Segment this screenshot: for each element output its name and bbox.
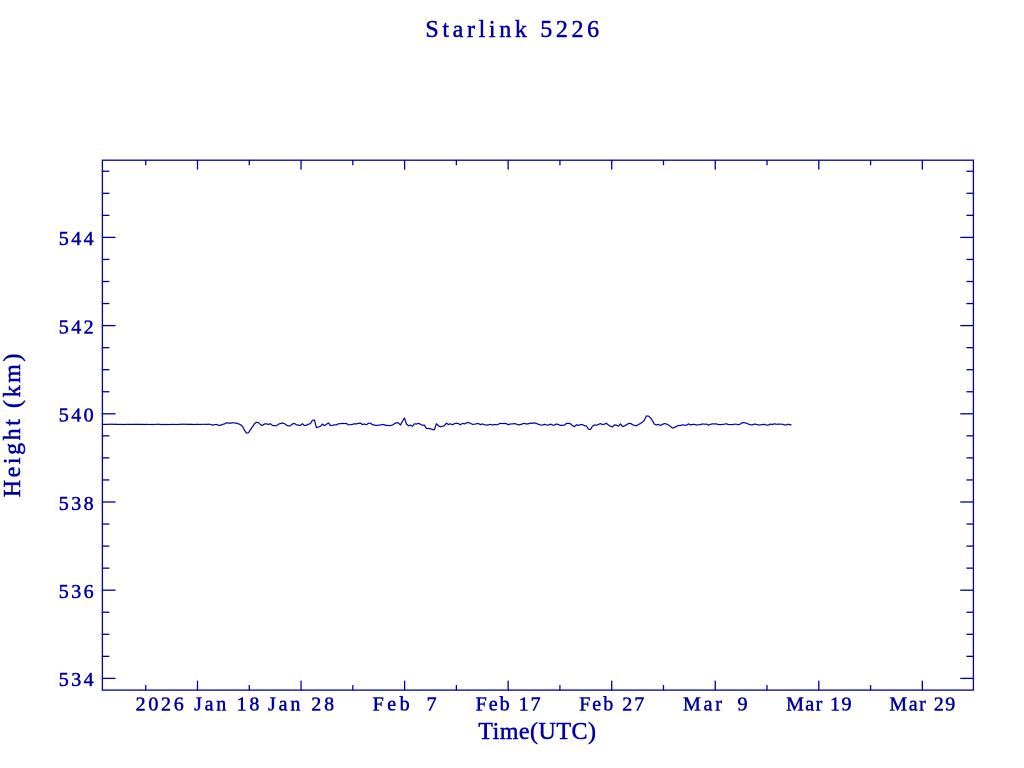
svg-text:Height (km): Height (km) [0,351,26,497]
svg-text:542: 542 [59,316,96,338]
svg-text:Feb 27: Feb 27 [579,693,646,715]
svg-text:Feb 7: Feb 7 [373,693,441,715]
svg-text:534: 534 [59,669,96,691]
svg-text:2026 Jan 18: 2026 Jan 18 [136,693,262,715]
svg-text:Feb 17: Feb 17 [476,693,543,715]
svg-text:536: 536 [59,581,96,603]
svg-text:544: 544 [59,228,96,250]
svg-text:Mar 29: Mar 29 [889,693,956,715]
svg-text:Time(UTC): Time(UTC) [478,719,596,745]
svg-text:Starlink 5226: Starlink 5226 [425,17,602,43]
svg-text:Mar 19: Mar 19 [786,693,853,715]
svg-text:540: 540 [59,405,96,427]
svg-text:Jan 28: Jan 28 [268,693,337,715]
svg-text:538: 538 [59,493,96,515]
svg-text:Mar 9: Mar 9 [683,693,750,715]
